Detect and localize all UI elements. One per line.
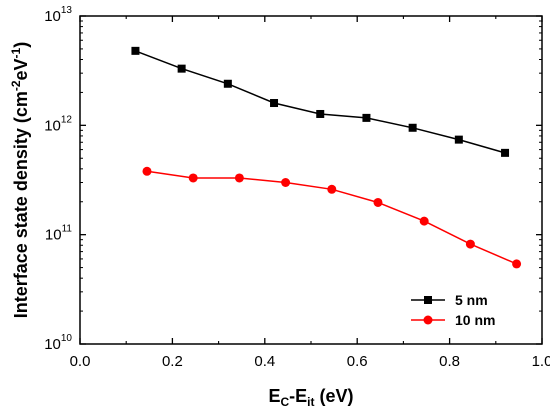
y-axis-ticks: 1010 1011 1012 1013 [44,5,542,353]
data-point-5nm [454,135,463,144]
x-tick-label: 1.0 [532,353,550,370]
data-point-10nm [234,173,244,183]
data-point-10nm [142,166,152,176]
x-tick-label: 0.8 [439,353,460,370]
data-point-5nm [316,109,325,118]
y-tick-label: 1013 [44,5,72,25]
data-point-5nm [131,46,140,55]
data-point-10nm [327,184,337,194]
legend-label-10nm: 10 nm [455,312,495,328]
data-point-10nm [419,216,429,226]
legend-marker-10nm [423,315,433,325]
x-tick-label: 0.6 [347,353,368,370]
data-point-10nm [188,173,198,183]
legend: 5 nm 10 nm [411,292,495,328]
legend-label-5nm: 5 nm [455,292,488,308]
x-tick-label: 0.0 [70,353,91,370]
data-point-5nm [177,64,186,73]
y-tick-label: 1011 [45,224,73,244]
data-point-5nm [501,148,510,157]
legend-marker-5nm [424,296,432,304]
data-point-10nm [281,178,291,188]
x-axis-title: EC-Eit (eV) [268,386,353,409]
x-tick-label: 0.2 [162,353,183,370]
y-tick-label: 1012 [44,114,72,134]
legend-item-5nm: 5 nm [411,292,488,308]
y-axis-title: Interface state density (cm-2eV-1) [9,42,31,318]
series-layer [131,46,522,269]
data-point-10nm [465,239,475,249]
series-line-5nm [135,50,506,154]
y-tick-label: 1010 [44,333,72,353]
x-tick-label: 0.4 [254,353,275,370]
data-point-5nm [408,123,417,132]
x-axis-ticks: 0.0 0.2 0.4 0.6 0.8 1.0 [70,16,550,370]
data-point-10nm [373,197,383,207]
data-point-5nm [223,79,232,88]
data-point-5nm [362,113,371,122]
data-point-5nm [270,99,279,108]
legend-item-10nm: 10 nm [411,312,495,328]
data-point-10nm [512,259,522,269]
